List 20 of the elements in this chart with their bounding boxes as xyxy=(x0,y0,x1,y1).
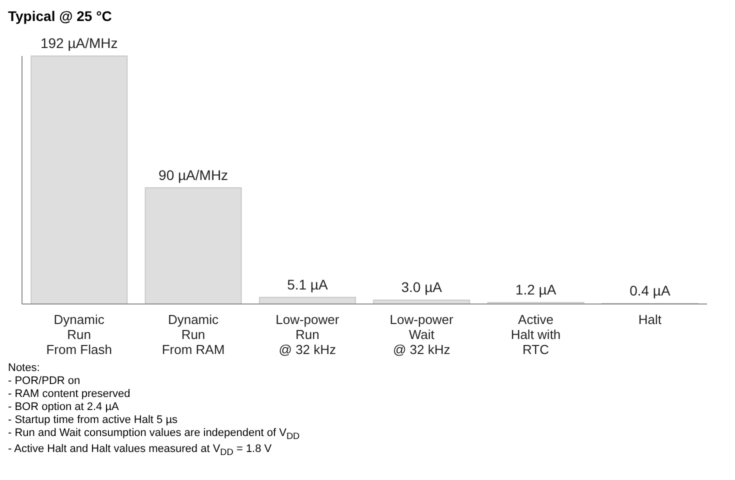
x-tick-label: Halt xyxy=(638,312,662,327)
data-label: 90 µA/MHz xyxy=(158,166,228,183)
chart-title: Typical @ 25 °C xyxy=(8,8,113,24)
text: - Run and Wait consumption values are independent of V$_{DD}$ xyxy=(8,427,301,444)
data-label: 5.1 µA xyxy=(287,276,328,292)
x-tick-label: Active Halt with RTC xyxy=(510,312,561,357)
x-tick-label: Low-power Run @ 32 kHz xyxy=(276,312,340,357)
text: - Active Halt and Halt values measured at V$_{DD}$ = 1.8 V xyxy=(8,443,273,460)
data-label: 0.4 µA xyxy=(630,282,671,298)
x-tick-label: Dynamic Run From Flash xyxy=(46,312,112,357)
text: - POR/PDR on xyxy=(8,375,82,388)
data-label: 3.0 µA xyxy=(401,279,443,296)
text: - Startup time from active Halt 5 µs xyxy=(8,414,179,427)
data-label: 1.2 µA xyxy=(515,281,557,298)
text: Notes: xyxy=(8,362,41,375)
data-label: 192 µA/MHz xyxy=(40,35,118,51)
text: - BOR option at 2.4 µA xyxy=(8,401,120,414)
x-tick-label: Dynamic Run From RAM xyxy=(162,312,225,357)
text: - RAM content preserved xyxy=(8,388,132,401)
x-tick-label: Low-power Wait @ 32 kHz xyxy=(390,312,454,357)
